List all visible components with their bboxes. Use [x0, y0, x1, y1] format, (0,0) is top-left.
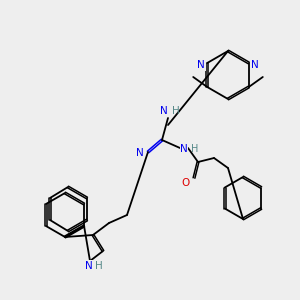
Text: H: H: [172, 106, 180, 116]
Text: N: N: [197, 60, 205, 70]
Text: N: N: [160, 106, 168, 116]
Text: N: N: [136, 148, 144, 158]
Text: H: H: [95, 261, 103, 271]
Text: N: N: [251, 60, 259, 70]
Text: H: H: [191, 144, 198, 154]
Text: O: O: [182, 178, 190, 188]
Text: N: N: [180, 144, 188, 154]
Text: N: N: [85, 261, 93, 271]
